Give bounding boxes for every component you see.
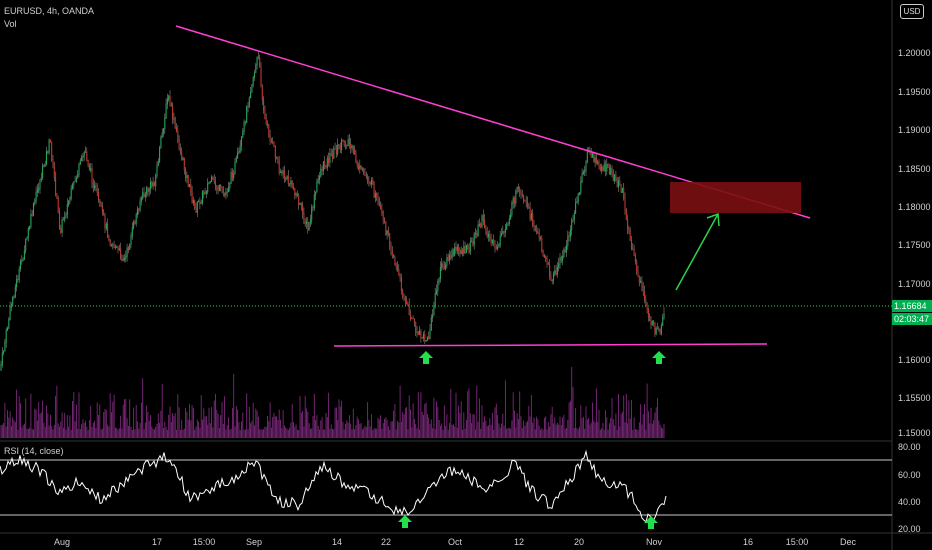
price-tick: 1.15500 (898, 393, 931, 403)
target-zone-box[interactable] (670, 182, 801, 213)
time-tick: Nov (645, 537, 663, 547)
time-tick: 15:00 (192, 537, 216, 547)
rsi-label: RSI (14, close) (4, 446, 64, 456)
time-tick: Sep (245, 537, 263, 547)
time-tick: 22 (380, 537, 392, 547)
volume-label: Vol (4, 19, 17, 29)
current-price-label: 1.16684 (892, 300, 932, 312)
support-line[interactable] (333, 343, 768, 347)
price-tick: 1.20000 (898, 48, 931, 58)
price-tick: 1.17000 (898, 279, 931, 289)
up-arrow-icon (398, 515, 412, 528)
rsi-tick: 20.00 (898, 524, 921, 534)
price-tick: 1.18500 (898, 164, 931, 174)
currency-button[interactable]: USD (900, 4, 924, 19)
time-tick: Dec (839, 537, 857, 547)
time-tick: Oct (447, 537, 463, 547)
projection-arrow[interactable] (675, 212, 720, 291)
time-tick: 16 (742, 537, 754, 547)
up-arrow-icon (652, 351, 666, 364)
rsi-tick: 80.00 (898, 442, 921, 452)
bar-countdown: 02:03:47 (892, 313, 932, 325)
time-tick: 20 (573, 537, 585, 547)
time-tick: 15:00 (785, 537, 809, 547)
rsi-line (0, 449, 667, 523)
symbol-title: EURUSD, 4h, OANDA (4, 6, 95, 16)
time-tick: 17 (151, 537, 163, 547)
candlesticks (0, 50, 665, 371)
volume-bars (0, 366, 665, 438)
price-tick: 1.16000 (898, 355, 931, 365)
time-tick: 12 (513, 537, 525, 547)
up-arrow-icon (644, 516, 658, 529)
up-arrow-icon (419, 351, 433, 364)
time-tick: 14 (331, 537, 343, 547)
price-tick: 1.18000 (898, 202, 931, 212)
time-tick: Aug (53, 537, 71, 547)
price-tick: 1.19500 (898, 87, 931, 97)
rsi-tick: 40.00 (898, 497, 921, 507)
price-tick: 1.19000 (898, 125, 931, 135)
rsi-tick: 60.00 (898, 470, 921, 480)
price-tick: 1.17500 (898, 240, 931, 250)
price-tick: 1.15000 (898, 428, 931, 438)
